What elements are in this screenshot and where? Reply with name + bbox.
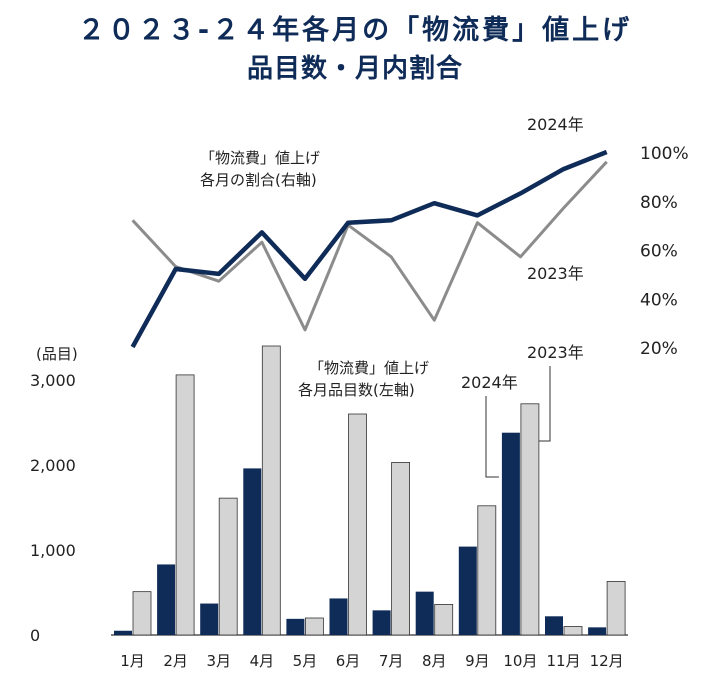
x-tick-label: 11月 (547, 652, 581, 670)
x-tick-label: 8月 (422, 652, 447, 670)
bar-2023 (218, 497, 238, 636)
x-tick-label: 9月 (465, 652, 490, 670)
bar-2024 (588, 627, 607, 635)
bar-2023 (563, 626, 583, 636)
bar-2023 (520, 403, 540, 636)
bar-2023 (434, 604, 454, 636)
bar-2023 (261, 345, 281, 636)
line-series-label-2024: 2024年 (527, 115, 584, 134)
bar-2024 (458, 546, 477, 635)
line-y-tick-label: 100% (640, 144, 689, 164)
bar-unit-label: (品目) (36, 345, 78, 363)
line-2023 (131, 160, 608, 332)
bar-2024 (501, 432, 520, 635)
bar-y-tick-label: 1,000 (30, 541, 76, 560)
line-y-tick-label: 20% (640, 339, 678, 359)
x-tick-label: 2月 (163, 652, 188, 670)
bar-y-tick-label: 2,000 (30, 456, 76, 475)
bar-2024 (415, 591, 434, 635)
bar-2024 (114, 630, 132, 635)
bar-2024 (372, 610, 391, 635)
bar-y-tick-label: 3,000 (30, 371, 76, 390)
bar-annotation-line1: 「物流費」値上げ (309, 359, 429, 377)
bar-series-label-2023: 2023年 (527, 343, 584, 362)
bar-2023 (175, 374, 195, 636)
bar-2024 (200, 603, 219, 635)
x-tick-label: 1月 (120, 652, 145, 670)
bar-2023 (477, 505, 497, 636)
callout-leader-2024 (485, 396, 499, 478)
bar-2024 (545, 616, 563, 635)
bar-annotation-line2: 各月品目数(左軸) (298, 381, 415, 399)
bar-2024 (243, 468, 262, 635)
x-tick-label: 7月 (379, 652, 404, 670)
bar-2023 (391, 462, 411, 636)
line-annotation-line1: 「物流費」値上げ (200, 149, 320, 167)
x-tick-label: 4月 (250, 652, 275, 670)
bar-2023 (304, 617, 324, 636)
bar-y-tick-label: 0 (30, 626, 40, 645)
bar-2024 (157, 564, 176, 635)
bar-2024 (329, 598, 348, 635)
x-tick-label: 12月 (590, 652, 624, 670)
x-tick-label: 3月 (206, 652, 231, 670)
x-tick-label: 6月 (336, 652, 361, 670)
line-y-tick-label: 60% (640, 242, 678, 262)
callout-leader-2023 (538, 366, 551, 442)
chart-subtitle: 品目数・月内割合 (246, 54, 463, 84)
line-annotation-line2: 各月の割合(右軸) (200, 171, 317, 189)
x-tick-label: 5月 (293, 652, 318, 670)
bar-series-label-2024: 2024年 (461, 373, 518, 392)
line-y-tick-label: 80% (640, 193, 678, 213)
bar-2024 (286, 618, 305, 635)
x-tick-label: 10月 (503, 652, 537, 670)
chart-title: ２０２３-２４年各月の「物流費」値上げ (77, 15, 633, 46)
bar-2023 (606, 581, 626, 636)
line-series-label-2023: 2023年 (527, 264, 584, 283)
line-y-tick-label: 40% (640, 290, 678, 310)
line-2024 (130, 149, 608, 349)
bar-2023 (132, 591, 152, 636)
bar-2023 (348, 413, 367, 636)
